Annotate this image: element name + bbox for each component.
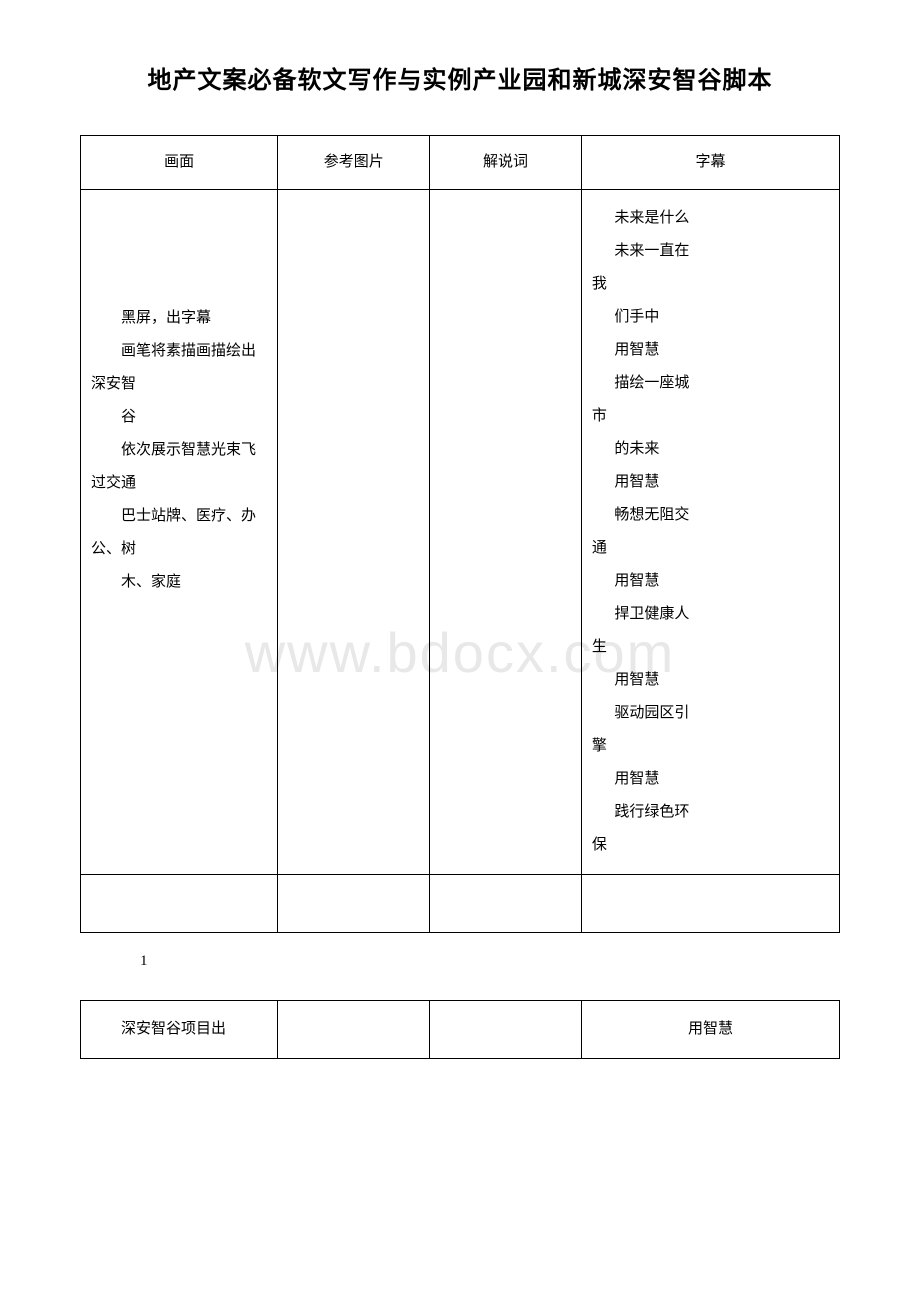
page-container: 地产文案必备软文写作与实例产业园和新城深安智谷脚本 www.bdocx.com … <box>80 60 840 1059</box>
subtitle-line: 我 <box>592 268 829 301</box>
header-image: 参考图片 <box>278 136 430 190</box>
image-cell <box>278 190 430 875</box>
subtitle-line: 用智慧 <box>592 664 829 697</box>
subtitle-cell: 未来是什么 未来一直在 我 们手中 用智慧 描绘一座城 市 的未来 用智慧 畅想… <box>581 190 839 875</box>
image-cell-2 <box>278 1001 430 1059</box>
empty-cell <box>278 875 430 933</box>
scene-line: 深安智谷项目出 <box>91 1013 267 1046</box>
scene-line: 画笔将素描画描绘出深安智 <box>91 335 267 401</box>
subtitle-line: 畅想无阻交 <box>592 499 829 532</box>
subtitle-line: 的未来 <box>592 433 829 466</box>
header-scene: 画面 <box>81 136 278 190</box>
subtitle-line: 未来一直在 <box>592 235 829 268</box>
page-number: 1 <box>140 953 840 970</box>
subtitle-line: 们手中 <box>592 301 829 334</box>
subtitle-line: 用智慧 <box>592 565 829 598</box>
subtitle-line: 未来是什么 <box>592 202 829 235</box>
empty-cell <box>581 875 839 933</box>
scene-cell-2: 深安智谷项目出 <box>81 1001 278 1059</box>
subtitle-line: 用智慧 <box>592 763 829 796</box>
table-header-row: 画面 参考图片 解说词 字幕 <box>81 136 840 190</box>
narration-cell-2 <box>430 1001 582 1059</box>
subtitle-line: 市 <box>592 400 829 433</box>
header-subtitle: 字幕 <box>581 136 839 190</box>
table-row: 黑屏，出字幕 画笔将素描画描绘出深安智 谷 依次展示智慧光束飞过交通 巴士站牌、… <box>81 190 840 875</box>
scene-line: 黑屏，出字幕 <box>91 302 267 335</box>
subtitle-line: 描绘一座城 <box>592 367 829 400</box>
table-row-empty <box>81 875 840 933</box>
subtitle-line: 用智慧 <box>592 334 829 367</box>
document-title: 地产文案必备软文写作与实例产业园和新城深安智谷脚本 <box>80 60 840 95</box>
subtitle-line: 通 <box>592 532 829 565</box>
subtitle-cell-2: 用智慧 <box>581 1001 839 1059</box>
empty-cell <box>430 875 582 933</box>
header-narration: 解说词 <box>430 136 582 190</box>
scene-line: 依次展示智慧光束飞过交通 <box>91 434 267 500</box>
script-table-2: 深安智谷项目出 用智慧 <box>80 1000 840 1059</box>
subtitle-line: 保 <box>592 829 829 862</box>
subtitle-line: 用智慧 <box>592 466 829 499</box>
script-table-1: 画面 参考图片 解说词 字幕 黑屏，出字幕 画笔将素描画描绘出深安智 谷 依次展… <box>80 135 840 933</box>
empty-cell <box>81 875 278 933</box>
scene-line: 巴士站牌、医疗、办公、树 <box>91 500 267 566</box>
narration-cell <box>430 190 582 875</box>
scene-line: 木、家庭 <box>91 566 267 599</box>
subtitle-line: 捍卫健康人 <box>592 598 829 631</box>
subtitle-line: 践行绿色环 <box>592 796 829 829</box>
subtitle-line: 驱动园区引 <box>592 697 829 730</box>
scene-cell: 黑屏，出字幕 画笔将素描画描绘出深安智 谷 依次展示智慧光束飞过交通 巴士站牌、… <box>81 190 278 875</box>
subtitle-line: 生 <box>592 631 829 664</box>
table-row: 深安智谷项目出 用智慧 <box>81 1001 840 1059</box>
subtitle-line: 擎 <box>592 730 829 763</box>
scene-line: 谷 <box>91 401 267 434</box>
